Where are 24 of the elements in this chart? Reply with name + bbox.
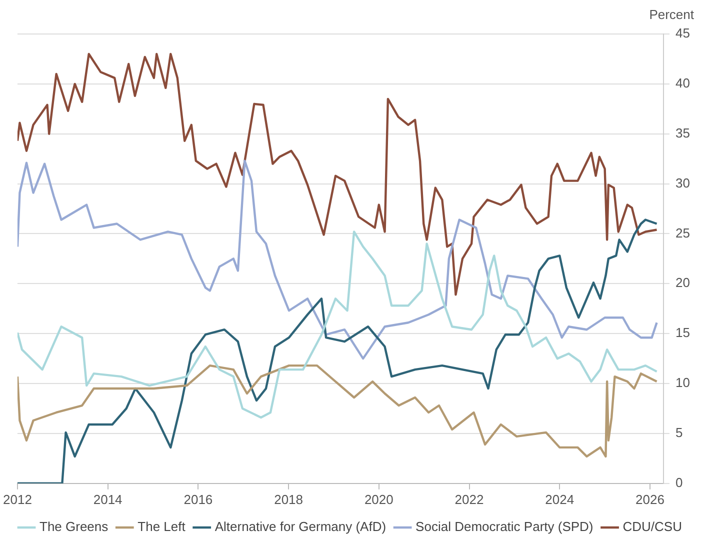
legend-label: Alternative for Germany (AfD) xyxy=(214,519,386,534)
x-tick-label: 2024 xyxy=(545,492,574,507)
y-tick-label: 15 xyxy=(676,325,690,340)
legend-label: CDU/CSU xyxy=(622,519,682,534)
x-tick-label: 2016 xyxy=(184,492,213,507)
y-tick-label: 25 xyxy=(676,225,690,240)
legend-label: The Greens xyxy=(40,519,109,534)
y-tick-label: 20 xyxy=(676,275,690,290)
x-tick-label: 2026 xyxy=(636,492,664,507)
y-tick-label: 40 xyxy=(676,76,690,91)
x-tick-label: 2012 xyxy=(3,492,32,507)
y-tick-label: 45 xyxy=(676,26,690,41)
y-tick-label: 30 xyxy=(676,175,690,190)
y-tick-label: 0 xyxy=(676,474,683,490)
x-tick-label: 2022 xyxy=(454,492,484,507)
y-tick-label: 35 xyxy=(676,125,690,140)
legend-label: The Left xyxy=(138,519,186,534)
y-tick-label: 10 xyxy=(676,375,690,390)
x-tick-label: 2020 xyxy=(364,492,394,507)
y-tick-label: 5 xyxy=(676,425,683,440)
y-axis-title: Percent xyxy=(649,7,694,22)
x-tick-label: 2014 xyxy=(93,492,122,507)
legend-label: Social Democratic Party (SPD) xyxy=(416,519,594,534)
x-tick-label: 2018 xyxy=(274,492,304,507)
